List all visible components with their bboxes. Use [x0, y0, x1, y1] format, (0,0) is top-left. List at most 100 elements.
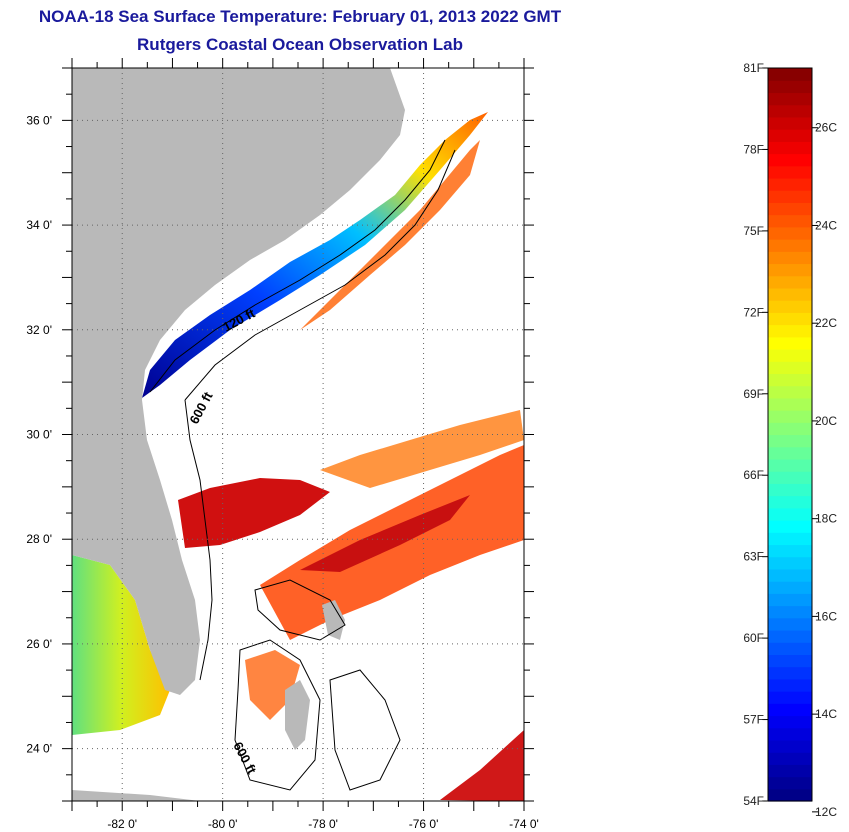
colorbar-f-label: 54F: [743, 794, 764, 808]
colorbar-band: [768, 617, 812, 631]
colorbar-band: [768, 654, 812, 668]
colorbar-frame: [767, 67, 813, 802]
colorbar-f-label: 63F: [743, 550, 764, 564]
colorbar-band: [768, 348, 812, 362]
lon-tick-label: -74 0': [509, 817, 539, 831]
colorbar-band: [768, 300, 812, 313]
colorbar-band: [768, 544, 812, 558]
colorbar-band: [768, 251, 812, 265]
colorbar-band: [768, 629, 812, 643]
lon-tick-label: -78 0': [308, 817, 338, 831]
lon-tick-label: -76 0': [409, 817, 439, 831]
colorbar-f-label: 75F: [743, 224, 764, 238]
colorbar-f-label: 78F: [743, 142, 764, 156]
colorbar-band: [768, 92, 812, 106]
colorbar-band: [768, 129, 812, 142]
sst-warm-eddy-west: [178, 478, 330, 548]
colorbar-c-label: 16C: [815, 609, 837, 623]
colorbar-band: [768, 263, 812, 277]
land-bahamas-andros: [285, 680, 310, 750]
colorbar-band: [768, 715, 812, 729]
colorbar-band: [768, 764, 812, 778]
contour-little-bahama-bank: [254, 579, 346, 641]
colorbar-band: [768, 446, 812, 460]
land-cuba-edge: [72, 790, 200, 801]
colorbar-labels: 81F 78F 75F 72F 69F 66F 63F 60F 57F 54F 26C 24C 22C 2…: [743, 61, 837, 819]
lat-tick-label: 28 0': [26, 532, 52, 546]
contour-600ft-florida: [184, 399, 213, 681]
colorbar-band: [768, 68, 812, 81]
colorbar-f-label: 60F: [743, 631, 764, 645]
lon-tick-label: -82 0': [107, 817, 137, 831]
colorbar: 81F 78F 75F 72F 69F 66F 63F 60F 57F 54F 26C 24C 22C 2…: [743, 61, 837, 819]
colorbar-band: [768, 776, 812, 790]
colorbar-band: [768, 397, 812, 411]
colorbar-band: [768, 568, 812, 582]
colorbar-band: [768, 275, 812, 289]
lon-tick-label: -80 0': [208, 817, 238, 831]
colorbar-f-label: 72F: [743, 305, 764, 319]
colorbar-band: [768, 410, 812, 423]
colorbar-band: [768, 752, 812, 765]
colorbar-f-label: 69F: [743, 387, 764, 401]
colorbar-band: [768, 153, 812, 167]
colorbar-band: [768, 520, 812, 533]
colorbar-band: [768, 666, 812, 680]
colorbar-band: [768, 642, 812, 655]
colorbar-band: [768, 336, 812, 350]
colorbar-band: [768, 691, 812, 704]
contour-600ft-north: [184, 149, 456, 401]
sst-warm-southeast: [440, 730, 524, 801]
sst-florida-bay: [72, 555, 170, 735]
colorbar-band: [768, 239, 812, 252]
map-title: NOAA-18 Sea Surface Temperature: Februar…: [38, 7, 562, 26]
colorbar-c-label: 12C: [815, 805, 837, 819]
colorbar-band: [768, 581, 812, 594]
colorbar-band: [768, 458, 812, 472]
colorbar-band: [768, 495, 812, 509]
colorbar-band: [768, 532, 812, 546]
lat-tick-label: 32 0': [26, 323, 52, 337]
colorbar-c-label: 18C: [815, 512, 837, 526]
colorbar-band: [768, 177, 812, 191]
colorbar-band: [768, 165, 812, 179]
lat-tick-label: 30 0': [26, 428, 52, 442]
colorbar-c-label: 20C: [815, 414, 837, 428]
contour-bahamas-bank: [234, 639, 321, 791]
lat-tick-label: 34 0': [26, 218, 52, 232]
colorbar-band: [768, 556, 812, 570]
colorbar-band: [768, 471, 812, 484]
colorbar-band: [768, 422, 812, 436]
colorbar-band: [768, 703, 812, 717]
colorbar-c-label: 14C: [815, 707, 837, 721]
lat-tick-label: 24 0': [26, 742, 52, 756]
colorbar-band: [768, 361, 812, 375]
map-subtitle: Rutgers Coastal Ocean Observation Lab: [137, 35, 463, 54]
colorbar-band: [768, 788, 812, 802]
colorbar-band: [768, 483, 812, 497]
map-axes: -82 0' -80 0' -78 0' -76 0' -74 0' 36 0' 34 0'…: [26, 58, 539, 831]
colorbar-band: [768, 678, 812, 692]
colorbar-band: [768, 739, 812, 753]
colorbar-c-label: 24C: [815, 218, 837, 232]
colorbar-band: [768, 373, 812, 387]
colorbar-band: [768, 605, 812, 619]
lat-tick-label: 26 0': [26, 637, 52, 651]
sst-warm-band-northeast: [320, 410, 524, 488]
contour-120ft: [149, 139, 446, 393]
land-southeast-us: [72, 68, 405, 695]
colorbar-c-label: 22C: [815, 316, 837, 330]
colorbar-band: [768, 593, 812, 607]
colorbar-band: [768, 141, 812, 155]
land-bahamas-abaco: [322, 600, 345, 640]
sst-warm-band-core: [300, 495, 470, 572]
colorbar-band: [768, 104, 812, 118]
colorbar-band: [768, 202, 812, 216]
colorbar-band: [768, 80, 812, 94]
colorbar-band: [768, 507, 812, 521]
sst-coastal-cold-band: [142, 112, 488, 398]
colorbar-band: [768, 287, 812, 301]
lat-tick-label: 36 0': [26, 113, 52, 127]
colorbar-band: [768, 727, 812, 741]
